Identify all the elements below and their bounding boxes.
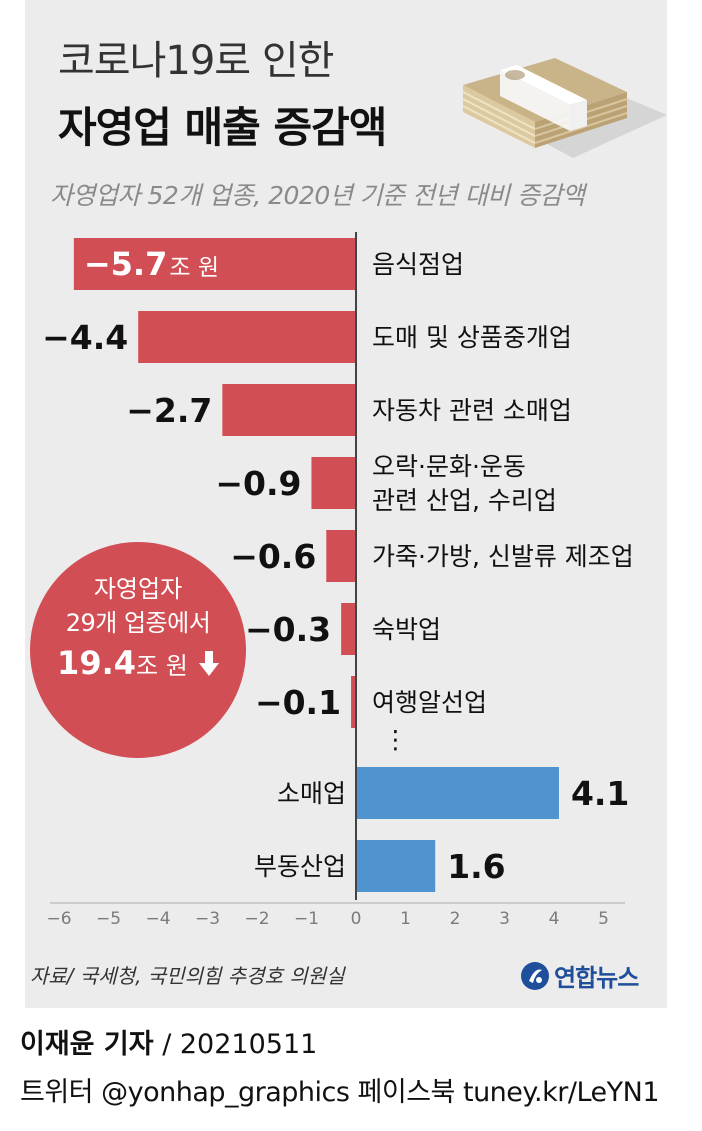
- value-label-4: −0.6: [230, 537, 316, 576]
- title-line1: 코로나19로 인한: [58, 38, 334, 84]
- bar-2: [222, 384, 356, 436]
- social-links: 트위터 @yonhap_graphics 페이스북 tuney.kr/LeYN1: [20, 1077, 660, 1108]
- ellipsis-mark: ⋮: [383, 725, 408, 754]
- bar-4: [326, 530, 356, 582]
- category-label-7: 소매업: [277, 779, 346, 808]
- badge-line2: 29개 업종에서: [65, 609, 211, 637]
- source-note: 자료/ 국세청, 국민의힘 추경호 의원실: [30, 964, 345, 988]
- value-label-8: 1.6: [447, 847, 505, 886]
- x-tick-label: 5: [598, 909, 609, 929]
- badge-value-line: 19.4조 원: [30, 640, 246, 689]
- category-label-3-0: 오락·문화·운동: [372, 452, 526, 481]
- x-tick-label: −5: [96, 909, 121, 929]
- bar-6: [351, 676, 356, 728]
- subtitle: 자영업자 52개 업종, 2020년 기준 전년 대비 증감액: [50, 181, 585, 210]
- value-label-2: −2.7: [126, 391, 212, 430]
- value-label-7: 4.1: [571, 774, 629, 813]
- category-label-8: 부동산업: [254, 852, 346, 881]
- badge-value: 19.4: [57, 644, 136, 682]
- bar-3: [311, 457, 356, 509]
- bar-5: [341, 603, 356, 655]
- date: / 20210511: [162, 1029, 318, 1060]
- x-tick-label: −6: [46, 909, 71, 929]
- badge-unit: 조 원: [136, 652, 188, 680]
- bar-chart: −6 −5 −4 −3 −2 −1 0 1 2 3 4 5 −5.7조 원 음식점업 −4.4 도매 및 상…: [42, 232, 634, 929]
- value-label-5: −0.3: [245, 610, 331, 649]
- value-label-3: −0.9: [215, 464, 301, 503]
- x-tick-label: 4: [549, 909, 560, 929]
- category-label-3-1: 관련 산업, 수리업: [372, 486, 557, 515]
- x-tick-label: 1: [400, 909, 411, 929]
- bar-7: [356, 767, 559, 819]
- money-stack-icon: [462, 58, 667, 158]
- x-tick-label: 3: [499, 909, 510, 929]
- value-label-0: −5.7조 원: [84, 245, 219, 283]
- yonhap-logo-icon: [521, 961, 549, 990]
- x-tick-label: 0: [351, 909, 362, 929]
- summary-badge: 자영업자 29개 업종에서 19.4조 원: [30, 542, 246, 758]
- value-label-1: −4.4: [42, 318, 128, 357]
- category-label-1: 도매 및 상품중개업: [372, 323, 572, 352]
- author: 이재윤 기자: [20, 1029, 154, 1060]
- byline: 이재윤 기자 / 20210511: [20, 1022, 317, 1061]
- bar-8: [356, 840, 436, 892]
- x-tick-label: −1: [294, 909, 319, 929]
- x-tick-label: −2: [244, 909, 269, 929]
- category-label-4: 가죽·가방, 신발류 제조업: [372, 542, 634, 571]
- category-label-6: 여행알선업: [372, 688, 487, 717]
- title-line2: 자영업 매출 증감액: [58, 103, 387, 152]
- x-tick-label: −4: [145, 909, 170, 929]
- badge-line1: 자영업자: [93, 575, 183, 603]
- category-label-5: 숙박업: [372, 615, 441, 644]
- down-arrow-icon: [198, 651, 219, 676]
- category-label-2: 자동차 관련 소매업: [372, 396, 572, 425]
- yonhap-logo: 연합뉴스: [520, 958, 639, 993]
- bar-0: [73, 238, 356, 290]
- category-label-0: 음식점업: [372, 250, 464, 279]
- value-label-6: −0.1: [255, 683, 341, 722]
- bar-1: [138, 311, 356, 363]
- logo-text: 연합뉴스: [554, 964, 639, 992]
- x-tick-label: −3: [195, 909, 220, 929]
- x-tick-label: 2: [450, 909, 461, 929]
